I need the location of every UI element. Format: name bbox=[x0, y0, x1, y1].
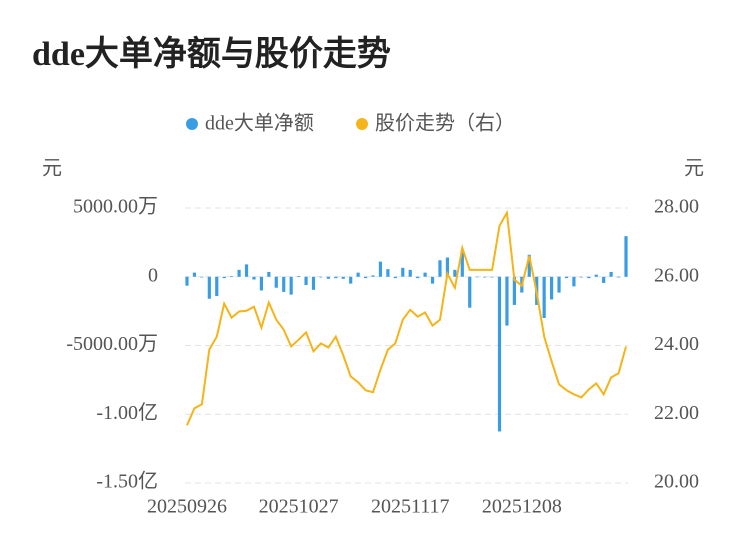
bar bbox=[259, 276, 264, 291]
bar bbox=[230, 276, 234, 277]
bar bbox=[497, 276, 502, 432]
bar bbox=[244, 264, 249, 277]
y2-tick-label: 20.00 bbox=[654, 471, 699, 493]
x-tick-label: 20250926 bbox=[147, 496, 227, 518]
bar bbox=[363, 276, 368, 279]
y2-tick-label: 28.00 bbox=[654, 196, 699, 218]
price-line bbox=[186, 209, 627, 426]
bar bbox=[282, 276, 286, 292]
bar bbox=[505, 276, 509, 326]
bar bbox=[557, 276, 561, 293]
legend: dde大单净额 股价走势（右） bbox=[186, 112, 515, 135]
bar bbox=[579, 276, 583, 278]
bar bbox=[430, 276, 435, 284]
x-tick-label: 20251117 bbox=[371, 496, 450, 518]
bar bbox=[319, 276, 323, 278]
bar bbox=[222, 276, 226, 279]
bar bbox=[252, 276, 256, 280]
legend-label: 股价走势（右） bbox=[375, 112, 515, 135]
y2-tick-label: 22.00 bbox=[654, 402, 699, 424]
legend-marker bbox=[356, 118, 368, 130]
bar bbox=[207, 276, 211, 299]
bar bbox=[237, 269, 241, 277]
bar bbox=[408, 269, 412, 277]
y-tick-label: -1.00亿 bbox=[96, 401, 158, 424]
bar bbox=[215, 276, 219, 296]
bar bbox=[594, 274, 598, 277]
y-tick-label: 0 bbox=[148, 264, 158, 286]
y2-tick-label: 26.00 bbox=[654, 264, 699, 286]
bar bbox=[297, 276, 301, 277]
bar bbox=[200, 276, 204, 278]
bar bbox=[349, 276, 353, 284]
x-tick-label: 20251208 bbox=[482, 496, 562, 518]
bar bbox=[304, 276, 308, 285]
bar bbox=[341, 276, 345, 279]
bar bbox=[468, 276, 472, 308]
x-tick-label: 20251027 bbox=[259, 496, 339, 518]
bar bbox=[564, 276, 569, 279]
bar bbox=[587, 276, 591, 279]
bar bbox=[602, 276, 606, 283]
bar bbox=[401, 267, 405, 277]
bar bbox=[311, 276, 316, 290]
bar bbox=[334, 276, 338, 279]
bar bbox=[267, 271, 271, 277]
bar bbox=[192, 272, 197, 277]
bar bbox=[386, 269, 390, 277]
legend-label: dde大单净额 bbox=[205, 112, 314, 135]
y-tick-label: 5000.00万 bbox=[73, 196, 158, 218]
y-axis-label: 元 bbox=[42, 158, 62, 180]
bar bbox=[483, 276, 487, 278]
bar bbox=[185, 276, 189, 286]
bar bbox=[453, 269, 457, 277]
y-tick-label: -5000.00万 bbox=[66, 333, 158, 355]
bar bbox=[416, 276, 420, 279]
bar bbox=[609, 271, 613, 277]
bar bbox=[490, 276, 494, 278]
bar bbox=[378, 261, 383, 277]
bar bbox=[393, 276, 397, 279]
bar bbox=[289, 276, 293, 295]
bar bbox=[438, 260, 442, 277]
bar bbox=[356, 272, 360, 277]
bar bbox=[527, 254, 531, 277]
bar bbox=[371, 275, 375, 277]
legend-marker bbox=[186, 118, 198, 130]
bar bbox=[460, 249, 464, 277]
chart-title: dde大单净额与股价走势 bbox=[32, 35, 391, 73]
bar bbox=[616, 276, 621, 278]
bar bbox=[326, 276, 330, 279]
bar bbox=[445, 257, 450, 277]
y2-tick-label: 24.00 bbox=[654, 333, 699, 355]
bar bbox=[423, 272, 427, 277]
bar bbox=[572, 276, 576, 287]
bar bbox=[274, 276, 278, 288]
y-tick-label: -1.50亿 bbox=[96, 470, 158, 493]
bar bbox=[542, 276, 546, 318]
bar bbox=[624, 236, 628, 277]
y2-axis-label: 元 bbox=[684, 158, 704, 180]
bar bbox=[512, 276, 516, 305]
bar bbox=[549, 276, 554, 300]
bar bbox=[475, 276, 479, 278]
